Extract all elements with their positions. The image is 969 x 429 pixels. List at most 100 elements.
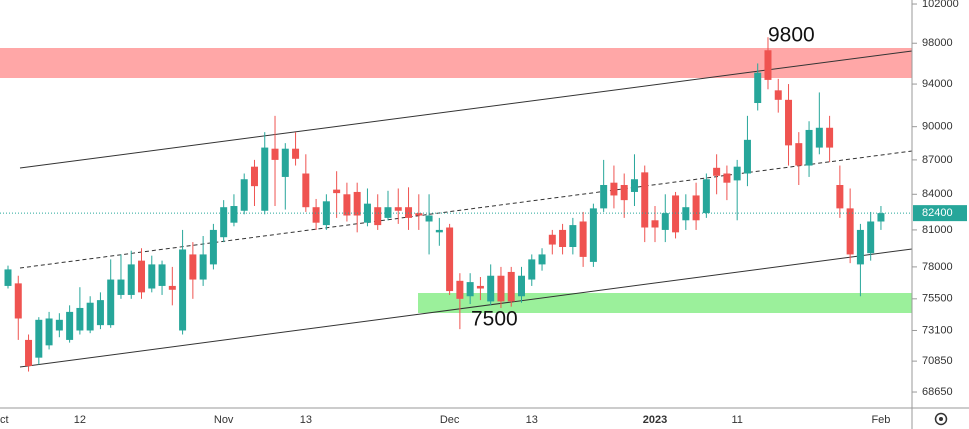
candle-body	[538, 254, 546, 265]
candle-body	[528, 259, 536, 280]
candle-body	[867, 221, 875, 254]
resistance-zone	[0, 48, 912, 78]
candle-body	[877, 213, 885, 222]
candle-body	[312, 207, 320, 223]
y-tick-label: 70850	[922, 355, 953, 367]
candle-body	[127, 264, 135, 295]
candle-body	[271, 148, 279, 160]
candle-body	[743, 139, 751, 174]
plot-area	[4, 37, 885, 372]
candle-body	[446, 227, 454, 292]
candle-body	[661, 213, 669, 230]
candle-body	[579, 221, 587, 257]
y-tick-label: 102000	[922, 0, 959, 10]
candle-body	[302, 173, 310, 208]
candle-body	[682, 207, 690, 221]
candle-body	[692, 195, 700, 221]
candle-body	[713, 167, 721, 176]
candle-body	[518, 275, 525, 297]
candle-body	[158, 264, 166, 286]
channel-lower	[19, 248, 913, 368]
y-tick-label: 75500	[922, 293, 953, 305]
x-tick-label: Nov	[214, 414, 234, 426]
channel-middle	[19, 150, 913, 269]
candle-body	[107, 279, 115, 326]
x-tick-label: 11	[731, 414, 742, 426]
last-price-tag	[913, 205, 967, 222]
candle-body	[281, 148, 289, 177]
candle-body	[14, 283, 22, 319]
candle-body	[559, 229, 567, 248]
x-tick-label: Dec	[440, 414, 460, 426]
candle-body	[846, 208, 854, 255]
candle-body	[45, 318, 53, 346]
candle-body	[672, 195, 680, 233]
x-tick-label: Feb	[871, 414, 890, 426]
candle-body	[702, 179, 710, 214]
y-tick-label: 90000	[922, 121, 953, 133]
gear[interactable]	[934, 412, 948, 426]
channel-upper	[19, 50, 913, 169]
candle-body	[754, 72, 762, 104]
gear-center[interactable]	[939, 417, 943, 421]
x-tick-label: ct	[0, 414, 9, 426]
candle-body	[384, 207, 392, 218]
last-price-label: 82400	[922, 207, 953, 219]
candle-body	[456, 280, 464, 299]
annotation: 7500	[471, 308, 518, 331]
y-tick-label: 84000	[922, 188, 953, 200]
candle-body	[86, 302, 94, 331]
candle-body	[199, 254, 207, 280]
candle-body	[600, 184, 608, 209]
candle-body	[343, 194, 351, 216]
y-tick-label: 94000	[922, 78, 953, 90]
candle-body	[723, 173, 731, 183]
candle-body	[569, 225, 577, 248]
annotation: 9800	[768, 24, 815, 47]
candle-body	[805, 129, 813, 166]
candle-body	[620, 184, 628, 201]
candle-body	[589, 208, 597, 262]
y-tick-label: 87000	[922, 154, 953, 166]
candle-body	[261, 147, 269, 211]
candle-body	[487, 275, 495, 302]
candle-body	[179, 249, 187, 331]
y-tick-label: 81000	[922, 224, 953, 236]
candle-body	[764, 50, 772, 80]
candle-body	[66, 311, 74, 340]
candle-body	[333, 189, 341, 194]
candle-body	[322, 201, 330, 226]
candle-body	[76, 307, 84, 331]
candle-body	[394, 207, 402, 211]
candle-body	[35, 319, 43, 358]
x-tick-label: 13	[300, 414, 312, 426]
candle-body	[466, 282, 474, 297]
y-tick-label: 73100	[922, 324, 953, 336]
candle-body	[476, 285, 484, 289]
candle-body	[641, 172, 649, 228]
y-tick-label: 78000	[922, 261, 953, 273]
candle-body	[230, 206, 238, 223]
candle-body	[497, 275, 505, 302]
candle-body	[4, 269, 12, 286]
candle-body	[353, 191, 361, 216]
candle-body	[548, 234, 556, 245]
candle-body	[96, 300, 104, 326]
candle-body	[795, 143, 803, 166]
candle-body	[774, 90, 782, 100]
candle-body	[630, 179, 638, 192]
candle-body	[220, 207, 228, 238]
y-tick-label: 98000	[922, 37, 953, 49]
candle-body	[425, 215, 433, 222]
candle-body	[610, 182, 618, 196]
candle-body	[733, 166, 741, 181]
candle-body	[189, 254, 197, 280]
settings-icon[interactable]	[934, 412, 948, 426]
candle-body	[250, 166, 258, 187]
x-tick-label: 2023	[643, 414, 667, 426]
candle-body	[815, 127, 823, 148]
candle-body	[168, 285, 176, 290]
candle-body	[856, 229, 864, 265]
candle-body	[292, 148, 300, 159]
